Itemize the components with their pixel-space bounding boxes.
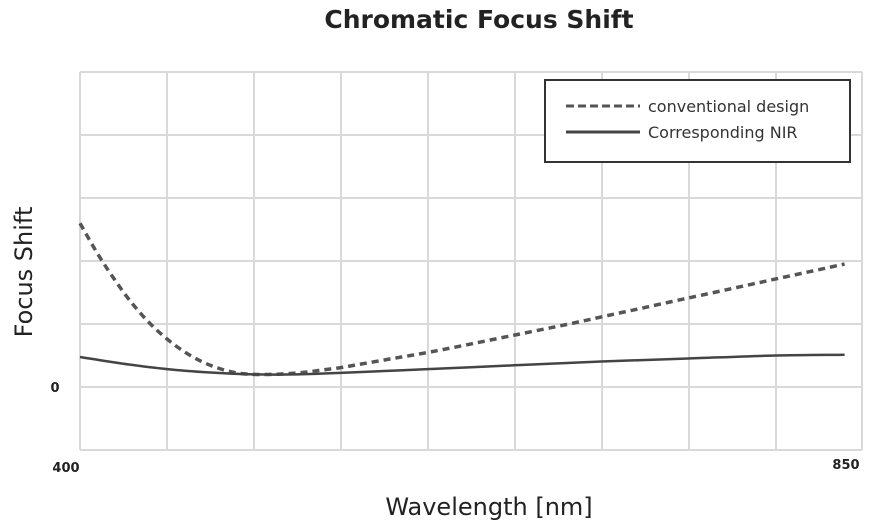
series-line-conventional-design bbox=[78, 222, 845, 377]
chart-title: Chromatic Focus Shift bbox=[324, 5, 633, 34]
legend-label-conventional-design: conventional design bbox=[648, 97, 809, 116]
legend-box bbox=[544, 79, 851, 163]
y-tick-label-0: 0 bbox=[50, 381, 59, 396]
y-axis-label: Focus Shift bbox=[10, 207, 38, 338]
x-tick-label-400: 400 bbox=[52, 461, 79, 476]
series-line-corresponding-nir bbox=[79, 353, 845, 376]
legend-label-corresponding-nir: Corresponding NIR bbox=[648, 123, 798, 142]
series-layer bbox=[78, 222, 845, 377]
x-tick-label-850: 850 bbox=[832, 458, 859, 473]
grid bbox=[79, 71, 863, 451]
x-axis-label: Wavelength [nm] bbox=[385, 493, 592, 521]
